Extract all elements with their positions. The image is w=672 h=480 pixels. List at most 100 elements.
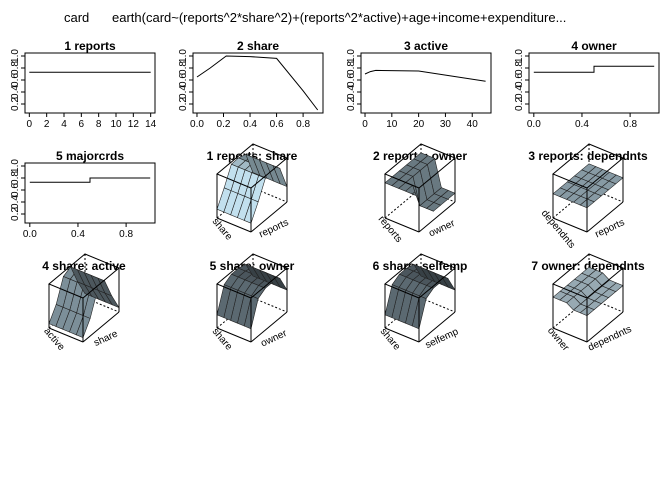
series-line	[29, 177, 151, 183]
plot-frame	[24, 52, 156, 114]
x-tick-label: 0.2	[217, 119, 231, 130]
y-tick-label: 0.8	[10, 171, 21, 185]
box-edge	[384, 327, 420, 343]
x-tick-label: 0.0	[527, 119, 541, 130]
plot-frame	[528, 52, 660, 114]
y-tick-label: 0.4	[514, 85, 525, 99]
panel-title: 5 majorcrds	[56, 149, 124, 163]
y-tick-label: 0.8	[514, 61, 525, 75]
box-edge	[552, 327, 588, 343]
y-tick-label: 0.4	[178, 85, 189, 99]
axis-label-x: owner	[545, 325, 571, 353]
x-tick-label: 0.4	[243, 119, 257, 130]
box-top	[216, 253, 288, 299]
x-tick-label: 40	[467, 119, 479, 130]
x-tick-label: 30	[440, 119, 452, 130]
panel-12: 7 owner: dependnts owner dependnts	[531, 253, 645, 354]
y-tick-label: 0.6	[514, 73, 525, 87]
x-tick-label: 0.0	[190, 119, 204, 130]
y-tick-label: 0.2	[10, 207, 21, 221]
box-edge	[82, 311, 120, 343]
axis-label-x: dependnts	[539, 208, 577, 251]
x-tick-label: 0	[362, 119, 368, 130]
axis-label-x: share	[378, 326, 403, 353]
box-edge	[552, 217, 588, 233]
axis-label-y: reports	[594, 217, 627, 240]
y-tick-label: 0.2	[10, 97, 21, 111]
y-tick-label: 0.6	[346, 73, 357, 87]
y-tick-label: 0.4	[10, 195, 21, 209]
box-top	[552, 143, 624, 189]
x-tick-label: 0	[27, 119, 33, 130]
box-edge	[216, 327, 252, 343]
y-tick-label: 1.0	[346, 49, 357, 63]
x-tick-label: 8	[96, 119, 102, 130]
y-tick-label: 0.8	[178, 61, 189, 75]
figure-title: card earth(card~(reports^2*share^2)+(rep…	[0, 10, 672, 28]
axis-label-y: selfemp	[424, 326, 461, 351]
x-tick-label: 0.4	[575, 119, 589, 130]
x-tick-label: 6	[79, 119, 85, 130]
plot-frame	[360, 52, 492, 114]
axis-label-x: share	[210, 326, 235, 353]
box-top	[552, 253, 624, 299]
axis-label-x: share	[210, 216, 235, 243]
axis-label-x: reports	[376, 214, 404, 245]
box-edge	[48, 327, 84, 343]
axis-label-y: dependnts	[586, 324, 633, 354]
surface-facet	[245, 153, 261, 176]
y-tick-label: 1.0	[10, 159, 21, 173]
series-line	[196, 55, 319, 111]
panel-8: 3 reports: dependnts dependnts reports	[528, 143, 648, 251]
surface-facet	[77, 281, 93, 298]
y-tick-label: 0.6	[10, 73, 21, 87]
figure-title-left: card	[64, 10, 90, 25]
series-line	[364, 69, 486, 82]
panel-title: 7 owner: dependnts	[531, 259, 645, 273]
y-tick-label: 0.6	[10, 183, 21, 197]
surface-facet	[413, 152, 429, 162]
x-tick-label: 4	[61, 119, 67, 130]
x-tick-label: 12	[128, 119, 140, 130]
surface-facet	[581, 163, 597, 173]
axis-label-y: reports	[258, 217, 291, 240]
box-top	[48, 253, 120, 299]
panel-title: 3 reports: dependnts	[528, 149, 648, 163]
x-tick-label: 0.4	[71, 229, 85, 240]
y-tick-label: 1.0	[178, 49, 189, 63]
box-edge	[418, 311, 456, 343]
plot-frame	[24, 162, 156, 224]
surface-facet	[245, 263, 261, 280]
x-tick-label: 0.8	[119, 229, 133, 240]
x-tick-label: 0.8	[296, 119, 310, 130]
x-tick-label: 10	[386, 119, 398, 130]
box-edge	[384, 217, 420, 233]
series-line	[533, 65, 655, 73]
y-tick-label: 1.0	[514, 49, 525, 63]
y-tick-label: 0.8	[10, 61, 21, 75]
x-tick-label: 20	[413, 119, 425, 130]
axis-label-x: active	[41, 326, 66, 353]
panel-title: 6 share: selfemp	[373, 259, 468, 273]
plot-frame	[192, 52, 324, 114]
panel-title: 3 active	[404, 39, 448, 53]
box-edge	[250, 201, 288, 233]
surface-facet	[581, 266, 597, 277]
x-tick-label: 0.6	[270, 119, 284, 130]
box-edge	[586, 201, 624, 233]
box-edge	[586, 311, 624, 343]
y-tick-label: 0.2	[346, 97, 357, 111]
panel-title: 2 share	[237, 39, 279, 53]
panel-title: 4 owner	[571, 39, 617, 53]
y-tick-label: 0.4	[10, 85, 21, 99]
y-tick-label: 0.8	[346, 61, 357, 75]
surface-facet	[413, 263, 429, 280]
x-tick-label: 10	[110, 119, 122, 130]
